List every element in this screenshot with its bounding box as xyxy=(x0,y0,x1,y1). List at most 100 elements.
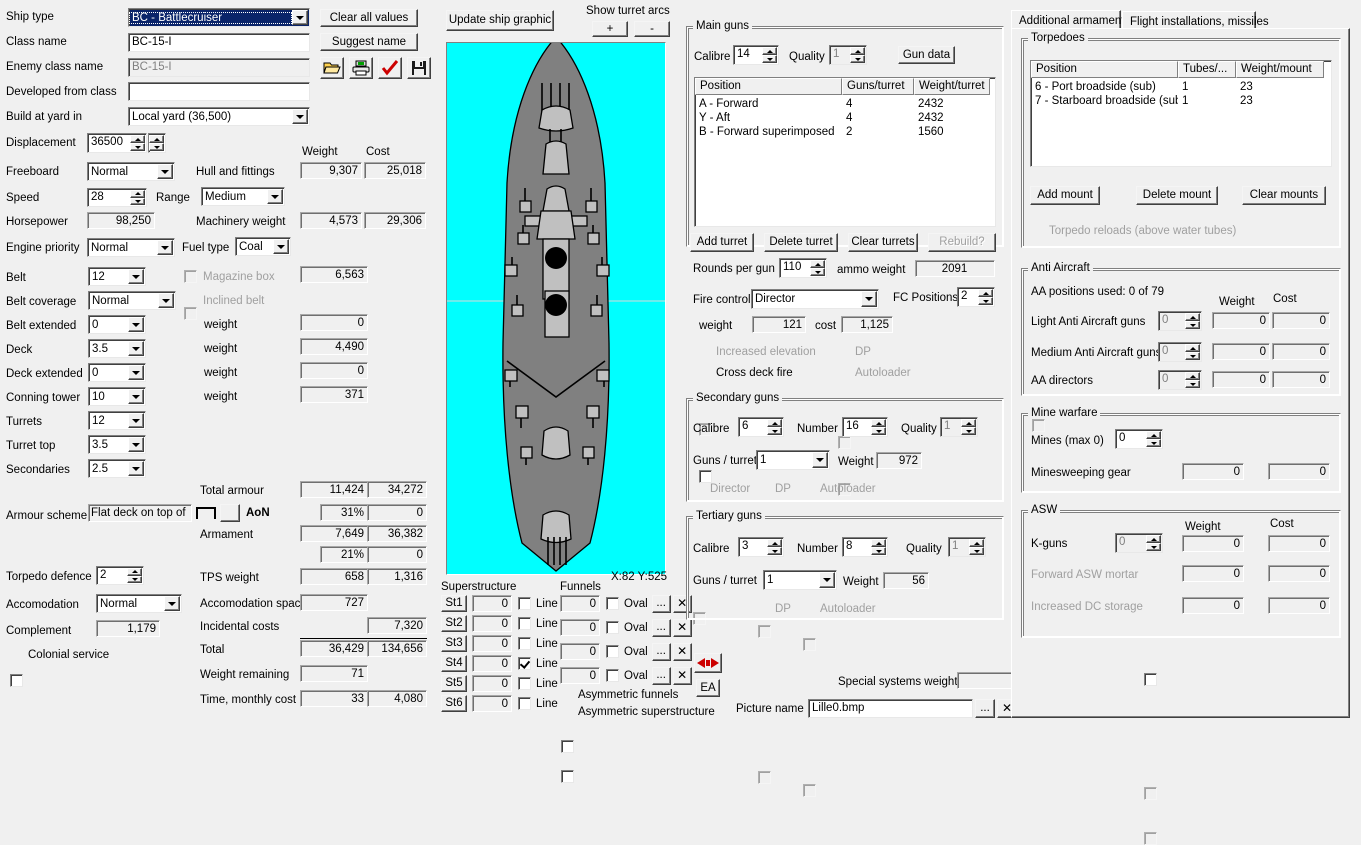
spin-down-icon[interactable] xyxy=(961,427,976,435)
torpedo-mounts-list[interactable]: Position Tubes/... Weight/mount 6 - Port b… xyxy=(1030,60,1332,167)
chevron-down-icon[interactable] xyxy=(128,437,144,452)
spin-down-icon[interactable] xyxy=(969,547,984,555)
column-header[interactable]: Guns/turret xyxy=(842,78,914,95)
save-button[interactable] xyxy=(407,57,431,79)
spin-down-icon[interactable] xyxy=(871,547,886,555)
main-turrets-list[interactable]: Position Guns/turret Weight/turret A - For… xyxy=(694,77,996,227)
medium-aa-spinner[interactable]: 0 xyxy=(1158,342,1202,362)
spin-down-icon[interactable] xyxy=(978,297,993,305)
freeboard-combo[interactable]: Normal xyxy=(87,162,175,181)
tab-flight-installations[interactable]: Flight installations, missiles xyxy=(1122,11,1269,29)
superstructure-select-button[interactable]: St5 xyxy=(441,675,467,692)
print-button[interactable] xyxy=(349,57,373,79)
table-row[interactable]: 6 - Port broadside (sub) 1 23 xyxy=(1031,80,1331,94)
chevron-down-icon[interactable] xyxy=(157,240,173,255)
zoom-out-button[interactable]: - xyxy=(634,21,670,37)
spin-up-icon[interactable] xyxy=(871,539,886,547)
tertiary-guns-per-turret-combo[interactable]: 1 xyxy=(763,570,837,590)
zoom-in-button[interactable]: + xyxy=(592,21,628,37)
column-header[interactable]: Position xyxy=(695,78,842,95)
speed-spinner[interactable]: 28 xyxy=(87,188,147,207)
accomodation-combo[interactable]: Normal xyxy=(96,594,182,613)
turrets-combo[interactable]: 12 xyxy=(88,411,146,430)
colonial-service-checkbox[interactable] xyxy=(10,674,23,687)
spin-up-icon[interactable] xyxy=(1185,344,1200,352)
chevron-down-icon[interactable] xyxy=(128,269,144,284)
asymmetric-funnels-checkbox[interactable] xyxy=(561,740,574,753)
clear-turrets-button[interactable]: Clear turrets xyxy=(848,233,918,252)
spin-down-icon[interactable] xyxy=(767,427,782,435)
flip-picture-button[interactable] xyxy=(694,653,722,673)
table-row[interactable]: Y - Aft 4 2432 xyxy=(695,111,995,125)
minesweeping-gear-checkbox[interactable] xyxy=(1144,673,1157,686)
spin-down-icon[interactable] xyxy=(1185,352,1200,360)
update-ship-graphic-button[interactable]: Update ship graphic xyxy=(446,10,554,31)
spin-up-icon[interactable] xyxy=(850,47,865,55)
spin-up-icon[interactable] xyxy=(127,568,142,576)
class-name-input[interactable]: BC-15-I xyxy=(128,33,310,52)
ship-type-combo[interactable]: BC - Battlecruiser xyxy=(128,8,310,27)
funnel-oval-checkbox[interactable] xyxy=(606,597,619,610)
spin-down-icon[interactable] xyxy=(127,575,142,583)
cross-deck-fire-checkbox[interactable] xyxy=(699,470,712,483)
delete-mount-button[interactable]: Delete mount xyxy=(1136,186,1218,205)
belt-combo[interactable]: 12 xyxy=(88,267,146,286)
turret-top-combo[interactable]: 3.5 xyxy=(88,435,146,454)
spin-down-icon[interactable] xyxy=(130,143,145,151)
superstructure-line-checkbox[interactable] xyxy=(518,657,531,670)
superstructure-line-checkbox[interactable] xyxy=(518,637,531,650)
chevron-down-icon[interactable] xyxy=(128,389,144,404)
spin-up-icon[interactable] xyxy=(762,47,777,55)
developed-from-input[interactable] xyxy=(128,82,310,101)
secondary-guns-per-turret-combo[interactable]: 1 xyxy=(756,450,830,470)
secondaries-combo[interactable]: 2.5 xyxy=(88,459,146,478)
fc-positions-spinner[interactable]: 2 xyxy=(957,287,995,307)
rounds-per-gun-spinner[interactable]: 110 xyxy=(779,258,827,278)
column-header[interactable]: Weight/mount xyxy=(1236,61,1324,78)
torpedo-defence-spinner[interactable]: 2 xyxy=(96,566,144,585)
spin-up-icon[interactable] xyxy=(149,135,164,143)
add-mount-button[interactable]: Add mount xyxy=(1030,186,1100,205)
spin-up-icon[interactable] xyxy=(1146,431,1161,439)
chevron-down-icon[interactable] xyxy=(164,596,180,611)
spin-up-icon[interactable] xyxy=(871,419,886,427)
superstructure-select-button[interactable]: St4 xyxy=(441,655,467,672)
spin-up-icon[interactable] xyxy=(1185,372,1200,380)
spin-up-icon[interactable] xyxy=(767,419,782,427)
column-header[interactable]: Position xyxy=(1031,61,1178,78)
spin-up-icon[interactable] xyxy=(130,135,145,143)
belt-extended-combo[interactable]: 0 xyxy=(88,315,146,334)
spin-down-icon[interactable] xyxy=(130,197,145,205)
spin-up-icon[interactable] xyxy=(978,289,993,297)
spin-up-icon[interactable] xyxy=(1185,313,1200,321)
validate-button[interactable] xyxy=(378,57,402,79)
tertiary-calibre-spinner[interactable]: 3 xyxy=(738,537,784,557)
funnel-oval-checkbox[interactable] xyxy=(606,669,619,682)
superstructure-line-checkbox[interactable] xyxy=(518,697,531,710)
chevron-down-icon[interactable] xyxy=(158,293,174,308)
ea-button[interactable]: EA xyxy=(696,679,720,697)
spin-up-icon[interactable] xyxy=(130,190,145,198)
spin-down-icon[interactable] xyxy=(1146,543,1161,551)
superstructure-select-button[interactable]: St6 xyxy=(441,695,467,712)
funnel-oval-checkbox[interactable] xyxy=(606,645,619,658)
superstructure-select-button[interactable]: St2 xyxy=(441,615,467,632)
spin-down-icon[interactable] xyxy=(767,547,782,555)
spin-down-icon[interactable] xyxy=(1185,380,1200,388)
chevron-down-icon[interactable] xyxy=(812,452,828,468)
superstructure-select-button[interactable]: St3 xyxy=(441,635,467,652)
spin-down-icon[interactable] xyxy=(850,55,865,63)
funnel-delete-button[interactable]: ✕ xyxy=(672,666,692,685)
secondary-calibre-spinner[interactable]: 6 xyxy=(738,417,784,437)
chevron-down-icon[interactable] xyxy=(128,461,144,476)
displacement-spinner[interactable]: 36500 xyxy=(87,133,147,153)
chevron-down-icon[interactable] xyxy=(128,341,144,356)
spin-up-icon[interactable] xyxy=(767,539,782,547)
clear-all-values-button[interactable]: Clear all values xyxy=(320,9,418,27)
conning-tower-combo[interactable]: 10 xyxy=(88,387,146,406)
fire-control-combo[interactable]: Director xyxy=(751,289,879,309)
table-row[interactable]: 7 - Starboard broadside (sub) 1 23 xyxy=(1031,94,1331,108)
chevron-down-icon[interactable] xyxy=(128,413,144,428)
funnel-browse-button[interactable]: ... xyxy=(651,594,671,613)
secondary-quality-spinner[interactable]: 1 xyxy=(940,417,978,437)
